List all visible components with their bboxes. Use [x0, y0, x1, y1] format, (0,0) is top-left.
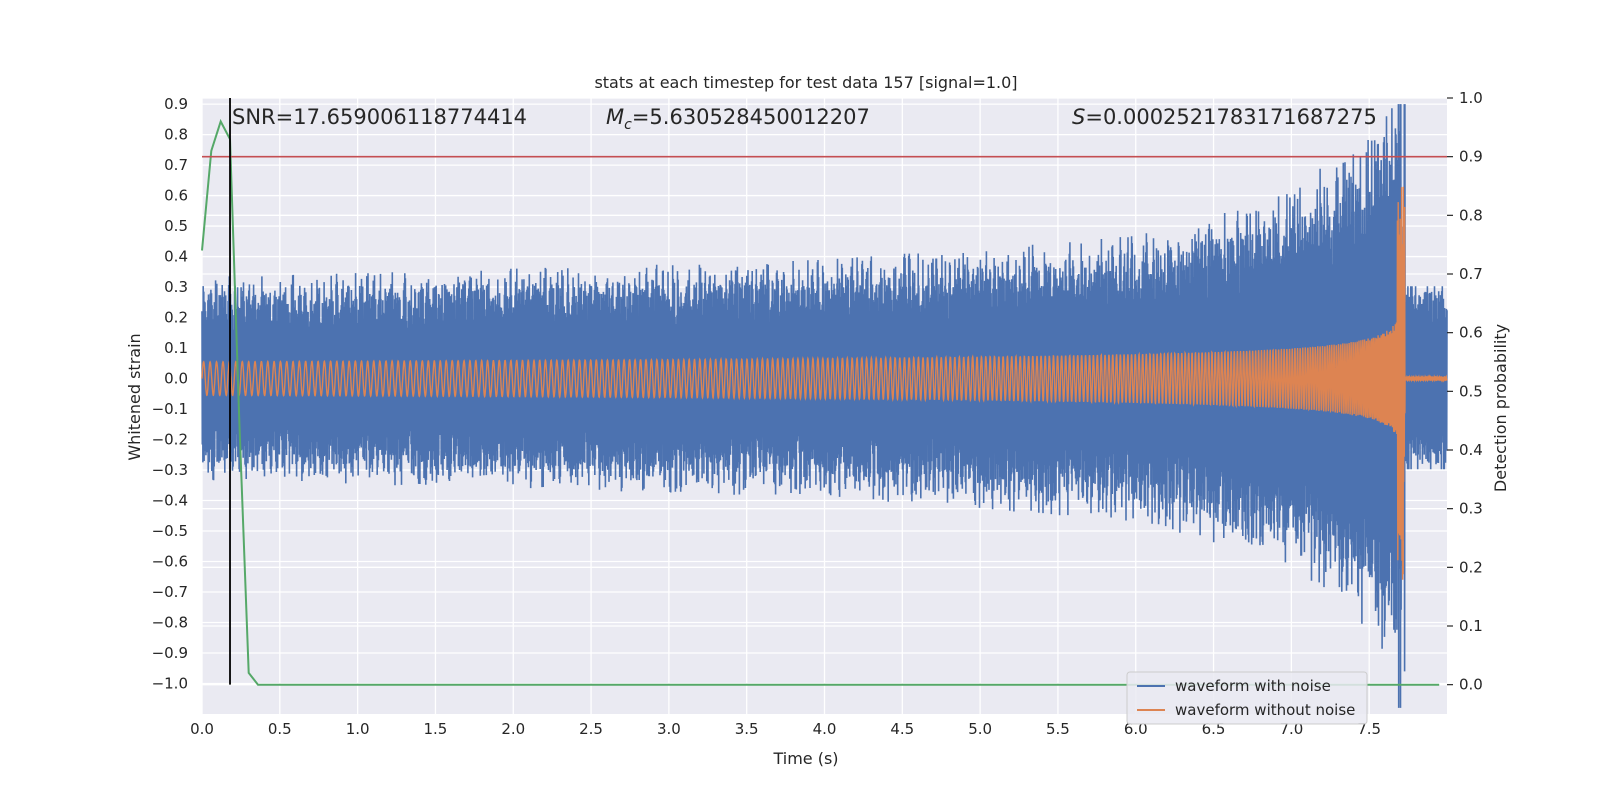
s-annotation: S=0.0002521783171687275 — [1072, 105, 1377, 129]
y-tick-label: −0.6 — [152, 553, 188, 571]
y-tick-label: 0.4 — [164, 248, 188, 266]
x-tick-label: 4.5 — [890, 720, 914, 738]
clean-waveform-line — [201, 186, 1448, 580]
y2-tick-label: 0.2 — [1459, 558, 1483, 576]
y-tick-label: 0.7 — [164, 156, 188, 174]
x-axis-label: Time (s) — [772, 749, 838, 768]
y-tick-label: 0.2 — [164, 309, 188, 327]
s-value: =0.0002521783171687275 — [1085, 105, 1377, 129]
y2-tick-label: 0.1 — [1459, 617, 1483, 635]
chirp-mass-symbol: M — [606, 105, 624, 129]
x-tick-label: 1.0 — [346, 720, 370, 738]
y2-tick-label: 0.8 — [1459, 206, 1483, 224]
reference-lines — [202, 98, 1447, 685]
chart-title: stats at each timestep for test data 157… — [594, 73, 1017, 92]
y2-tick-label: 0.9 — [1459, 148, 1483, 166]
series-waveform-without-noise — [201, 186, 1448, 580]
y-tick-label: 0.5 — [164, 217, 188, 235]
x-tick-label: 0.0 — [190, 720, 214, 738]
x-tick-label: 4.0 — [813, 720, 837, 738]
x-tick-label: 3.5 — [735, 720, 759, 738]
y-tick-label: −0.2 — [152, 431, 188, 449]
snr-annotation: SNR=17.659006118774414 — [232, 105, 527, 129]
x-tick-label: 2.0 — [501, 720, 525, 738]
y-tick-label: 0.3 — [164, 278, 188, 296]
x-tick-label: 1.5 — [424, 720, 448, 738]
y-tick-label: −0.1 — [152, 400, 188, 418]
series-waveform-with-noise — [201, 104, 1448, 708]
y2-tick-label: 0.0 — [1459, 676, 1483, 694]
s-symbol: S — [1072, 105, 1085, 129]
y-tick-label: −0.5 — [152, 522, 188, 540]
series-detection-probability — [201, 118, 1440, 686]
y2-axis-ticks: 1.0 0.9 0.8 0.7 0.6 0.5 0.4 0.3 0.2 0.1 0.0 — [1447, 89, 1483, 694]
legend: waveform with noise waveform without noi… — [1126, 671, 1368, 725]
y-tick-label: 0.1 — [164, 339, 188, 357]
x-tick-label: 0.5 — [268, 720, 292, 738]
x-tick-label: 2.5 — [579, 720, 603, 738]
y-tick-label: −0.9 — [152, 644, 188, 662]
chirp-mass-subscript: c — [624, 117, 632, 133]
y2-tick-label: 0.4 — [1459, 441, 1483, 459]
detection-probability-line — [201, 118, 1440, 686]
y-tick-label: 0.6 — [164, 187, 188, 205]
y-tick-label: −0.8 — [152, 614, 188, 632]
y-axis-label: Whitened strain — [125, 333, 144, 460]
y2-tick-label: 1.0 — [1459, 89, 1483, 107]
legend-box — [1126, 671, 1368, 725]
legend-label-clean: waveform without noise — [1175, 701, 1355, 719]
y2-tick-label: 0.3 — [1459, 500, 1483, 518]
y2-tick-label: 0.6 — [1459, 324, 1483, 342]
y-tick-label: −0.4 — [152, 492, 188, 510]
noise-waveform-line — [201, 104, 1448, 708]
y2-axis-label: Detection probability — [1491, 324, 1510, 492]
y-tick-label: −0.7 — [152, 583, 188, 601]
y-axis-ticks: 0.9 0.8 0.7 0.6 0.5 0.4 0.3 0.2 0.1 0.0 −0.1 −0.2 −0… — [152, 95, 188, 692]
y-tick-label: 0.0 — [164, 370, 188, 388]
x-tick-label: 5.0 — [968, 720, 992, 738]
y-tick-label: −0.3 — [152, 461, 188, 479]
legend-label-noise: waveform with noise — [1175, 677, 1331, 695]
x-tick-label: 5.5 — [1046, 720, 1070, 738]
y2-tick-label: 0.7 — [1459, 265, 1483, 283]
y-tick-label: 0.8 — [164, 126, 188, 144]
y2-tick-label: 0.5 — [1459, 382, 1483, 400]
chirp-mass-value: =5.630528450012207 — [632, 105, 870, 129]
x-tick-label: 3.0 — [657, 720, 681, 738]
y-tick-label: 0.9 — [164, 95, 188, 113]
chirp-mass-annotation: Mc=5.630528450012207 — [606, 105, 870, 133]
y-tick-label: −1.0 — [152, 675, 188, 693]
